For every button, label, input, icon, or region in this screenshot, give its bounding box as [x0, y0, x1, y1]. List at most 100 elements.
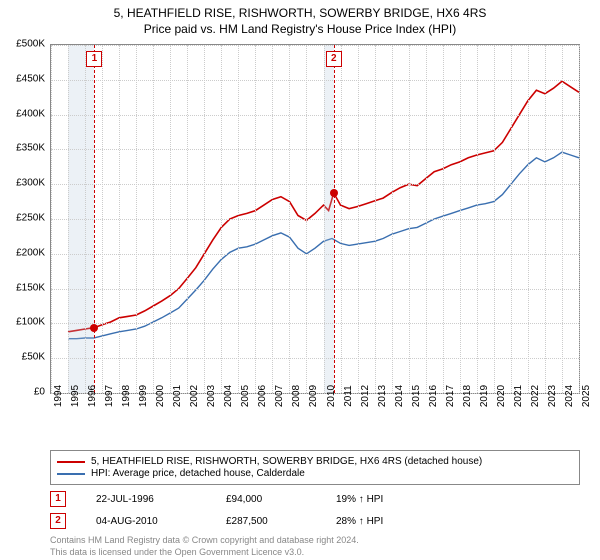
x-tick-label: 2010 — [326, 385, 337, 407]
x-tick-label: 1994 — [53, 385, 64, 407]
gridline-v — [443, 45, 444, 393]
y-tick-label: £100K — [16, 317, 45, 328]
sales-rows: 122-JUL-1996£94,00019% ↑ HPI204-AUG-2010… — [50, 491, 580, 529]
x-tick-label: 1996 — [87, 385, 98, 407]
sale-date: 04-AUG-2010 — [96, 516, 196, 527]
gridline-v — [306, 45, 307, 393]
footnote-line1: Contains HM Land Registry data © Crown c… — [50, 535, 580, 547]
sale-price: £94,000 — [226, 494, 306, 505]
x-tick-label: 2009 — [308, 385, 319, 407]
x-tick-label: 2006 — [257, 385, 268, 407]
gridline-v — [272, 45, 273, 393]
gridline-v — [85, 45, 86, 393]
gridline-v — [528, 45, 529, 393]
chart-area: 12 £0£50K£100K£150K£200K£250K£300K£350K£… — [50, 44, 580, 414]
x-tick-label: 1998 — [121, 385, 132, 407]
x-tick-label: 2021 — [513, 385, 524, 407]
gridline-v — [562, 45, 563, 393]
chart-container: 5, HEATHFIELD RISE, RISHWORTH, SOWERBY B… — [0, 0, 600, 560]
y-tick-label: £450K — [16, 73, 45, 84]
y-tick-label: £400K — [16, 108, 45, 119]
sale-pct: 28% ↑ HPI — [336, 516, 416, 527]
y-tick-label: £250K — [16, 213, 45, 224]
legend-label: 5, HEATHFIELD RISE, RISHWORTH, SOWERBY B… — [91, 456, 482, 467]
gridline-v — [204, 45, 205, 393]
gridline-h — [51, 149, 579, 150]
x-tick-label: 2018 — [462, 385, 473, 407]
y-tick-label: £50K — [22, 352, 45, 363]
footnote: Contains HM Land Registry data © Crown c… — [50, 535, 580, 558]
title-block: 5, HEATHFIELD RISE, RISHWORTH, SOWERBY B… — [0, 0, 600, 36]
x-tick-label: 2008 — [291, 385, 302, 407]
gridline-v — [358, 45, 359, 393]
gridline-h — [51, 254, 579, 255]
gridline-v — [511, 45, 512, 393]
gridline-h — [51, 80, 579, 81]
x-tick-label: 2025 — [581, 385, 592, 407]
x-tick-label: 2001 — [172, 385, 183, 407]
y-tick-label: £500K — [16, 39, 45, 50]
legend-box: 5, HEATHFIELD RISE, RISHWORTH, SOWERBY B… — [50, 450, 580, 485]
legend-swatch — [57, 461, 85, 463]
legend-row: 5, HEATHFIELD RISE, RISHWORTH, SOWERBY B… — [57, 456, 573, 467]
gridline-h — [51, 115, 579, 116]
sale-price: £287,500 — [226, 516, 306, 527]
marker-line — [94, 45, 95, 393]
gridline-v — [375, 45, 376, 393]
title-sub: Price paid vs. HM Land Registry's House … — [0, 22, 600, 36]
marker-dot — [330, 189, 338, 197]
sale-marker: 1 — [50, 491, 66, 507]
gridline-h — [51, 358, 579, 359]
gridline-v — [68, 45, 69, 393]
footnote-line2: This data is licensed under the Open Gov… — [50, 547, 580, 559]
gridline-v — [545, 45, 546, 393]
gridline-v — [341, 45, 342, 393]
x-tick-label: 2011 — [343, 385, 354, 407]
x-tick-label: 2012 — [360, 385, 371, 407]
x-tick-label: 2023 — [547, 385, 558, 407]
x-tick-label: 1995 — [70, 385, 81, 407]
legend-row: HPI: Average price, detached house, Cald… — [57, 468, 573, 479]
x-tick-label: 1999 — [138, 385, 149, 407]
gridline-v — [153, 45, 154, 393]
gridline-v — [136, 45, 137, 393]
y-tick-label: £150K — [16, 282, 45, 293]
x-tick-label: 2013 — [377, 385, 388, 407]
x-tick-label: 2003 — [206, 385, 217, 407]
y-tick-label: £200K — [16, 247, 45, 258]
x-tick-label: 1997 — [104, 385, 115, 407]
gridline-v — [477, 45, 478, 393]
gridline-v — [426, 45, 427, 393]
sale-pct: 19% ↑ HPI — [336, 494, 416, 505]
gridline-v — [579, 45, 580, 393]
marker-dot — [90, 324, 98, 332]
sale-row: 122-JUL-1996£94,00019% ↑ HPI — [50, 491, 580, 507]
legend-label: HPI: Average price, detached house, Cald… — [91, 468, 305, 479]
sale-marker: 2 — [50, 513, 66, 529]
x-tick-label: 2022 — [530, 385, 541, 407]
x-tick-label: 2024 — [564, 385, 575, 407]
y-tick-label: £0 — [34, 387, 45, 398]
gridline-v — [51, 45, 52, 393]
y-tick-label: £350K — [16, 143, 45, 154]
x-tick-label: 2016 — [428, 385, 439, 407]
gridline-h — [51, 289, 579, 290]
gridline-v — [324, 45, 325, 393]
legend-area: 5, HEATHFIELD RISE, RISHWORTH, SOWERBY B… — [50, 450, 580, 558]
sale-row: 2 04-AUG-2010 £287,500 28% ↑ HPI — [50, 513, 580, 529]
x-tick-label: 2019 — [479, 385, 490, 407]
x-tick-label: 2015 — [411, 385, 422, 407]
gridline-h — [51, 219, 579, 220]
y-tick-label: £300K — [16, 178, 45, 189]
x-tick-label: 2004 — [223, 385, 234, 407]
x-tick-label: 2017 — [445, 385, 456, 407]
gridline-v — [238, 45, 239, 393]
gridline-v — [255, 45, 256, 393]
gridline-v — [170, 45, 171, 393]
gridline-v — [221, 45, 222, 393]
gridline-v — [289, 45, 290, 393]
gridline-v — [494, 45, 495, 393]
marker-box: 1 — [86, 51, 102, 67]
marker-box: 2 — [326, 51, 342, 67]
gridline-h — [51, 45, 579, 46]
